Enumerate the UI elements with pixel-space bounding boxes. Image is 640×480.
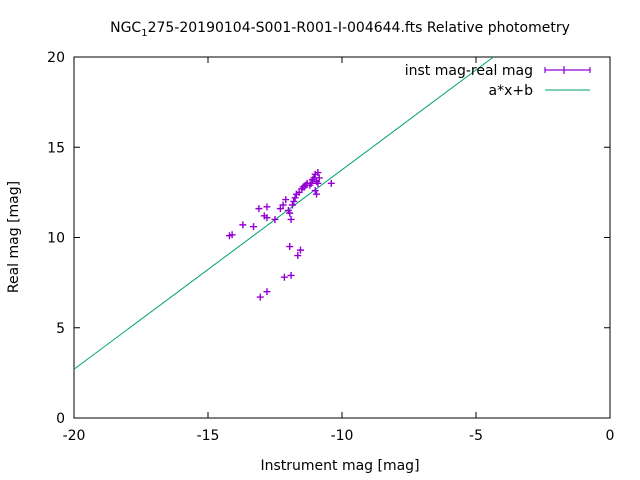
- data-point: [291, 194, 299, 202]
- data-point: [296, 246, 304, 254]
- data-point: [286, 243, 294, 251]
- data-point: [311, 187, 319, 195]
- x-tick-label: -15: [197, 428, 220, 444]
- data-point: [314, 169, 322, 177]
- data-point: [290, 197, 298, 205]
- x-tick-label: -20: [63, 428, 86, 444]
- data-point: [256, 293, 264, 301]
- legend: inst mag-real mag a*x+b: [405, 63, 591, 99]
- legend-label-line: a*x+b: [489, 83, 534, 99]
- y-tick-label: 0: [56, 411, 65, 427]
- chart-title-suffix: 275-20190104-S001-R001-I-004644.fts Rela…: [148, 20, 570, 36]
- y-tick-label: 5: [56, 321, 65, 337]
- axis-ticks: -20 -15 -10 -5 0 0 5 10 15 20: [47, 50, 614, 444]
- chart-title: NGC1275-20190104-S001-R001-I-004644.fts …: [110, 20, 570, 39]
- legend-sample-points: [544, 66, 591, 74]
- data-point: [271, 215, 279, 223]
- series-points-group: [225, 169, 335, 301]
- y-tick-label: 20: [47, 50, 65, 66]
- data-point: [287, 215, 295, 223]
- plot-frame: [73, 56, 611, 419]
- legend-errorbar-sample: [544, 66, 591, 74]
- data-point: [314, 179, 322, 187]
- data-point: [315, 174, 323, 182]
- data-point: [280, 273, 288, 281]
- chart-title-prefix: NGC: [110, 20, 141, 36]
- fit-line: [73, 56, 494, 370]
- data-point: [250, 223, 258, 231]
- legend-label-points: inst mag-real mag: [405, 63, 533, 79]
- data-point: [313, 190, 321, 198]
- x-tick-label: -5: [469, 428, 483, 444]
- chart-title-subscript: 1: [141, 28, 147, 39]
- data-point: [282, 196, 290, 204]
- data-point: [294, 252, 302, 260]
- y-tick-label: 10: [47, 231, 65, 247]
- data-point: [228, 231, 236, 239]
- data-point: [263, 203, 271, 211]
- data-point: [295, 188, 303, 196]
- y-axis-label: Real mag [mag]: [6, 181, 22, 293]
- x-axis-label: Instrument mag [mag]: [260, 458, 419, 474]
- data-point: [327, 179, 335, 187]
- data-point: [276, 205, 284, 213]
- y-tick-label: 15: [47, 140, 65, 156]
- data-point: [255, 205, 263, 213]
- data-point: [286, 209, 294, 217]
- data-point: [239, 221, 247, 229]
- x-tick-label: -10: [331, 428, 354, 444]
- data-point: [279, 201, 287, 209]
- data-point: [288, 201, 296, 209]
- data-point: [263, 288, 271, 296]
- data-point: [287, 271, 295, 279]
- x-tick-label: 0: [606, 428, 615, 444]
- data-point: [263, 214, 271, 222]
- data-point: [307, 179, 315, 187]
- series-line-group: [73, 56, 494, 370]
